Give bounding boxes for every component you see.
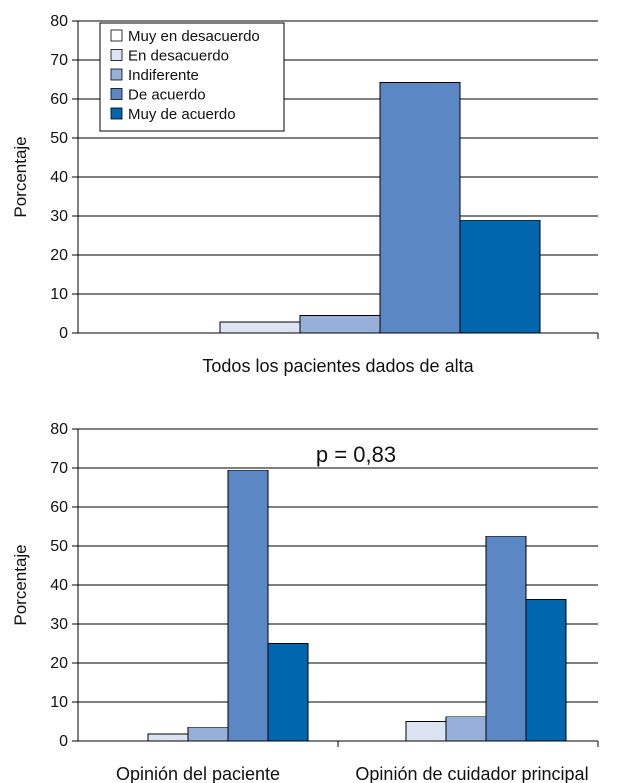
chart-bottom: 0 10 20 30 40 50 60 70 80 Porcentaje Opinión del p… — [11, 421, 599, 783]
y-tick-label: 80 — [50, 421, 68, 438]
legend-entry: Muy en desacuerdo — [128, 28, 260, 45]
bar — [459, 219, 541, 334]
y-tick-label: 40 — [50, 169, 68, 186]
legend-entry: Indiferente — [128, 67, 199, 84]
y-tick-label: 0 — [59, 733, 68, 750]
x-category-label: Opinión del paciente — [116, 764, 280, 783]
legend-box — [99, 22, 285, 132]
legend: Muy en desacuerdo En desacuerdo Indiferent… — [99, 22, 285, 132]
chart-top: 0 10 20 30 40 50 60 70 80 Porcentaje Todos los pac… — [11, 13, 599, 376]
y-tick-label: 0 — [59, 325, 68, 342]
bar — [187, 726, 229, 742]
legend-swatch — [110, 88, 123, 100]
bar — [485, 535, 527, 742]
bar — [299, 315, 381, 334]
bar — [227, 469, 269, 742]
x-category-label: Todos los pacientes dados de alta — [202, 356, 474, 376]
y-tick-label: 50 — [50, 538, 68, 555]
bar — [379, 82, 461, 334]
y-axis-label: Porcentaje — [11, 136, 30, 217]
y-tick-label: 30 — [50, 616, 68, 633]
bar — [219, 321, 301, 334]
y-tick-label: 60 — [50, 499, 68, 516]
p-value-annotation: p = 0,83 — [316, 442, 396, 467]
legend-swatch — [110, 68, 123, 81]
bar — [147, 733, 189, 742]
y-tick-label: 30 — [50, 208, 68, 225]
y-axis-label: Porcentaje — [11, 544, 30, 625]
y-tick-label: 40 — [50, 577, 68, 594]
legend-swatch — [110, 107, 123, 120]
bar — [267, 643, 309, 742]
y-tick-label: 60 — [50, 91, 68, 108]
y-tick-label: 50 — [50, 130, 68, 147]
y-tick-label: 70 — [50, 52, 68, 69]
y-tick-label: 10 — [50, 286, 68, 303]
legend-entry: Muy de acuerdo — [128, 106, 236, 123]
y-tick-label: 70 — [50, 460, 68, 477]
y-tick-label: 20 — [50, 247, 68, 264]
bar — [405, 721, 447, 742]
bar — [525, 599, 567, 742]
bar — [445, 716, 487, 742]
legend-entry: De acuerdo — [128, 87, 206, 104]
y-tick-label: 10 — [50, 694, 68, 711]
x-category-label: Opinión de cuidador principal — [355, 764, 588, 783]
legend-swatch — [110, 49, 123, 61]
y-tick-label: 20 — [50, 655, 68, 672]
y-tick-label: 80 — [50, 13, 68, 30]
legend-swatch — [110, 29, 123, 42]
legend-entry: En desacuerdo — [128, 48, 229, 65]
